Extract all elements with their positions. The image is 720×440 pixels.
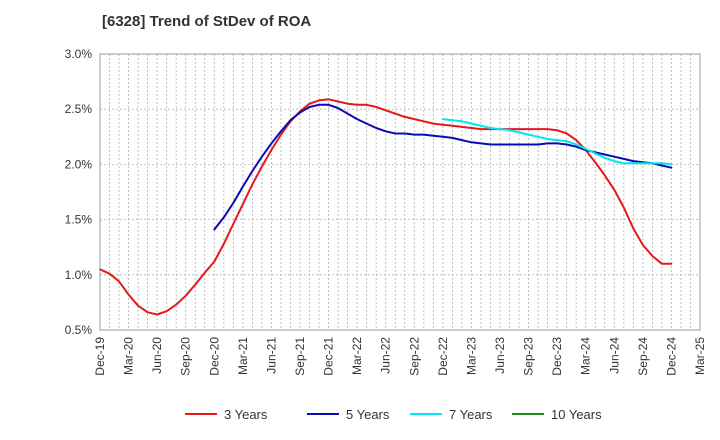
x-tick-label: Jun-24 (607, 337, 621, 374)
x-tick-label: Mar-22 (350, 337, 364, 375)
x-tick-label: Jun-23 (493, 337, 507, 374)
series-line-3-years (99, 98, 673, 316)
y-tick-label: 1.5% (65, 213, 93, 227)
x-tick-label: Dec-23 (550, 337, 564, 376)
x-tick-label: Dec-24 (664, 337, 678, 376)
x-tick-label: Mar-21 (236, 337, 250, 375)
x-tick-label: Dec-20 (207, 337, 221, 376)
y-tick-label: 2.5% (65, 102, 93, 116)
x-tick-label: Mar-24 (579, 337, 593, 375)
series-line-7-years (441, 118, 673, 166)
x-axis-ticks: Dec-19 Mar-20 Jun-20 Sep-20 Dec-20 Mar-21 Jun-… (93, 337, 707, 376)
x-tick-label: Sep-20 (179, 337, 193, 376)
grid-lines (99, 53, 701, 331)
y-tick-label: 3.0% (65, 47, 93, 61)
legend-label-7-years: 7 Years (449, 407, 493, 422)
x-tick-label: Sep-24 (636, 337, 650, 376)
x-tick-label: Jun-21 (264, 337, 278, 374)
series-lines (99, 98, 673, 316)
x-tick-label: Sep-22 (407, 337, 421, 376)
chart-title: [6328] Trend of StDev of ROA (102, 13, 311, 30)
plot-frame (99, 53, 701, 331)
x-tick-label: Sep-21 (293, 337, 307, 376)
x-tick-label: Mar-25 (693, 337, 707, 375)
legend-label-5-years: 5 Years (346, 407, 390, 422)
x-tick-label: Jun-20 (150, 337, 164, 374)
x-tick-label: Mar-23 (464, 337, 478, 375)
legend-label-3-years: 3 Years (224, 407, 268, 422)
x-tick-label: Dec-21 (322, 337, 336, 376)
y-tick-label: 0.5% (65, 323, 93, 337)
x-tick-label: Jun-22 (379, 337, 393, 374)
legend: 3 Years 5 Years 7 Years 10 Years (185, 407, 602, 422)
x-tick-label: Sep-23 (522, 337, 536, 376)
y-axis-ticks: 0.5% 1.0% 1.5% 2.0% 2.5% 3.0% (65, 47, 93, 337)
x-tick-label: Dec-19 (93, 337, 107, 376)
legend-label-10-years: 10 Years (551, 407, 602, 422)
y-tick-label: 2.0% (65, 157, 93, 171)
x-tick-label: Mar-20 (122, 337, 136, 375)
x-tick-label: Dec-22 (436, 337, 450, 376)
y-tick-label: 1.0% (65, 268, 93, 282)
